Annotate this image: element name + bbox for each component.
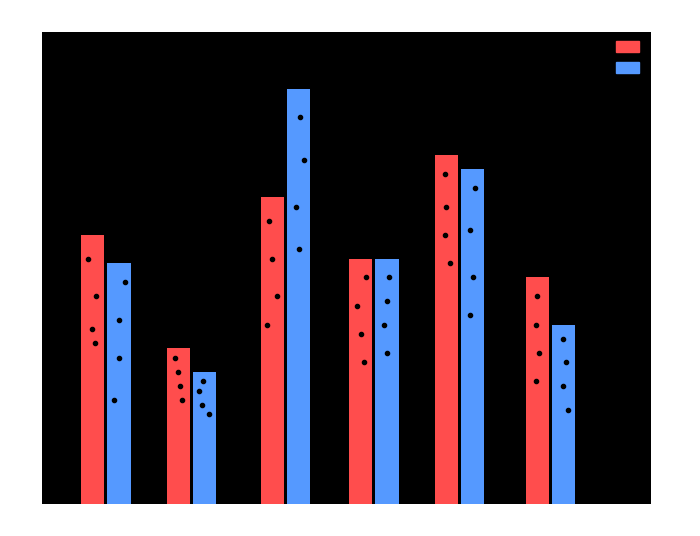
Point (267, 254, 278, 263)
Point (384, 273, 395, 282)
Point (557, 334, 568, 343)
Legend: , : , (613, 39, 645, 77)
Point (170, 353, 181, 362)
Point (444, 259, 456, 267)
Point (382, 348, 393, 357)
Bar (108, 263, 131, 504)
Point (172, 368, 183, 376)
Point (83, 254, 94, 263)
Point (294, 113, 305, 121)
Point (468, 273, 479, 282)
Point (197, 377, 209, 385)
Bar (261, 197, 284, 504)
Point (108, 396, 120, 404)
Point (298, 155, 309, 164)
Point (530, 321, 541, 329)
Point (378, 321, 389, 329)
Point (439, 169, 450, 178)
Bar (287, 89, 310, 504)
Point (533, 348, 545, 357)
Point (464, 311, 475, 319)
Bar (461, 169, 484, 504)
Bar (552, 325, 575, 504)
Point (356, 330, 367, 338)
Bar (167, 348, 190, 504)
Point (563, 405, 574, 414)
Point (557, 382, 568, 390)
Bar (349, 258, 372, 504)
Point (90, 339, 101, 348)
Point (294, 245, 305, 254)
Point (204, 410, 215, 419)
Point (351, 301, 362, 310)
Point (470, 183, 481, 192)
Point (531, 377, 542, 385)
Point (174, 382, 186, 390)
Point (272, 292, 283, 301)
Point (194, 386, 205, 395)
Bar (375, 258, 398, 504)
Point (531, 292, 542, 301)
Point (358, 358, 370, 367)
Point (360, 273, 371, 282)
Point (439, 230, 450, 239)
Point (90, 292, 101, 301)
Point (264, 217, 275, 225)
Point (114, 316, 125, 324)
Point (196, 400, 207, 409)
Point (440, 203, 452, 211)
Point (465, 226, 476, 235)
Bar (435, 155, 458, 504)
Bar (81, 235, 104, 504)
Point (119, 278, 130, 286)
Point (290, 203, 301, 211)
Point (87, 325, 98, 333)
Bar (526, 278, 549, 504)
Bar (193, 372, 216, 504)
Point (261, 321, 272, 329)
Point (561, 358, 572, 367)
Point (113, 353, 125, 362)
Point (381, 297, 392, 306)
Point (176, 396, 187, 404)
